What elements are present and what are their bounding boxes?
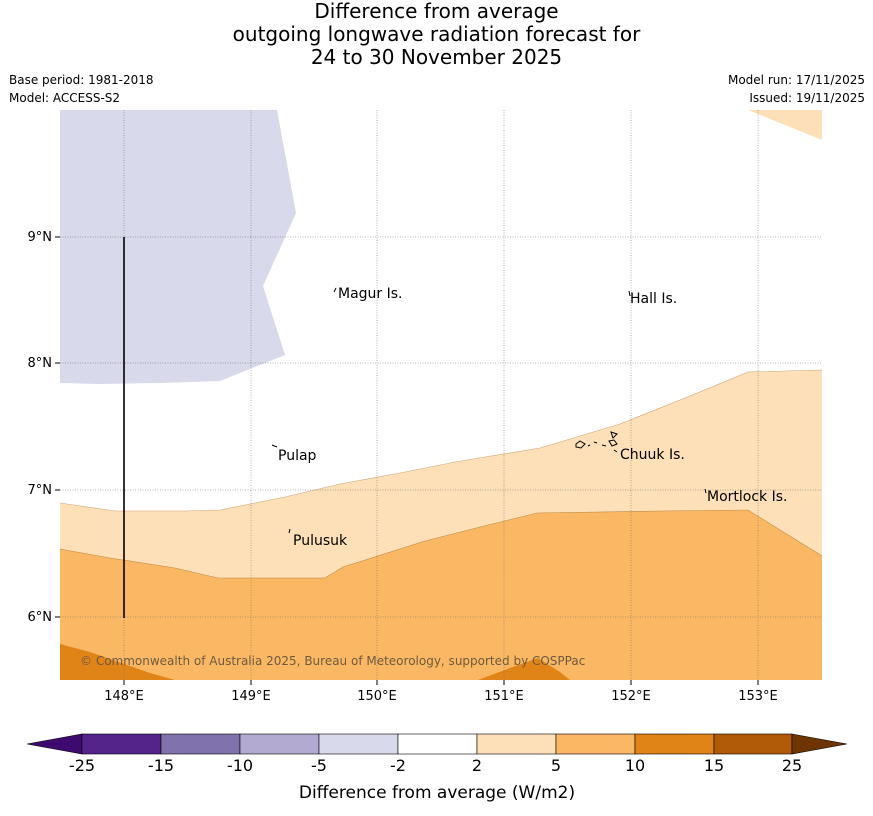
pulusuk-island-marker (288, 528, 291, 534)
lon-tick-148: 148°E (104, 689, 144, 704)
colorbar-swatch-4 (318, 733, 399, 755)
colorbar-title: Difference from average (W/m2) (299, 783, 575, 803)
colorbar-tick-9: 25 (782, 756, 802, 775)
model-text: Model: ACCESS-S2 (9, 91, 121, 105)
colorbar-tick-4: -2 (390, 756, 406, 775)
map-plot-area: Magur Is. Hall Is. Pulap Chuuk Is. Mortl… (60, 110, 822, 680)
base-period-text: Base period: 1981-2018 (9, 73, 154, 87)
colorbar-swatch-5 (397, 733, 478, 755)
colorbar-tick-7: 10 (625, 756, 645, 775)
colorbar-swatch-6 (476, 733, 557, 755)
lon-tick-153: 153°E (738, 689, 778, 704)
title-line-1: Difference from average (314, 0, 559, 23)
hall-island-marker (628, 290, 631, 297)
magur-island-marker (333, 287, 337, 293)
lat-tick-7: 7°N (28, 483, 53, 498)
model-run-text: Model run: 17/11/2025 (727, 73, 865, 87)
chuuk-islands-marker (575, 431, 618, 453)
title-line-3: 24 to 30 November 2025 (310, 45, 563, 69)
label-mortlock: Mortlock Is. (707, 489, 787, 505)
colorbar-swatch-2 (160, 733, 241, 755)
lon-tick-151: 151°E (484, 689, 524, 704)
colorbar-tick-8: 15 (704, 756, 724, 775)
colorbar-swatch-1 (81, 733, 162, 755)
contour-2 (60, 369, 822, 512)
band-2-to-5-corner (748, 110, 822, 140)
lon-tick-150: 150°E (357, 689, 397, 704)
band-negative-5-to-2 (60, 110, 296, 384)
colorbar-tick-2: -10 (227, 756, 253, 775)
colorbar-tick-6: 5 (551, 756, 561, 775)
colorbar-swatch-3 (239, 733, 320, 755)
colorbar-swatch-8 (634, 733, 715, 755)
colorbar (26, 733, 848, 755)
colorbar-swatch-9 (713, 733, 793, 755)
lat-tick-9: 9°N (28, 230, 53, 245)
pulap-island-marker (271, 444, 278, 448)
band-5-to-10 (60, 510, 822, 680)
issued-text: Issued: 19/11/2025 (749, 91, 865, 105)
copyright-text: © Commonwealth of Australia 2025, Bureau… (80, 654, 585, 668)
meta-right: Model run: 17/11/2025 Issued: 19/11/2025 (728, 71, 865, 107)
colorbar-tick-5: 2 (472, 756, 482, 775)
band-10-to-15-bottom (478, 658, 570, 680)
label-pulusuk: Pulusuk (293, 533, 348, 549)
band-10-to-15-left (60, 644, 175, 680)
label-hall: Hall Is. (630, 291, 677, 307)
label-magur: Magur Is. (338, 286, 403, 302)
map-title: Difference from average outgoing longwav… (0, 0, 873, 69)
label-pulap: Pulap (278, 448, 317, 464)
axis-ticks (55, 236, 759, 685)
lat-tick-6: 6°N (28, 610, 53, 625)
contour-5 (60, 509, 822, 579)
lon-tick-149: 149°E (231, 689, 271, 704)
colorbar-tick-1: -15 (148, 756, 174, 775)
lat-tick-8: 8°N (28, 356, 53, 371)
colorbar-tick-3: -5 (311, 756, 327, 775)
title-line-2: outgoing longwave radiation forecast for (232, 22, 641, 46)
label-chuuk: Chuuk Is. (620, 447, 685, 463)
colorbar-swatch-7 (555, 733, 636, 755)
colorbar-low-extension (26, 733, 83, 755)
colorbar-tick-0: -25 (69, 756, 95, 775)
meta-left: Base period: 1981-2018 Model: ACCESS-S2 (9, 71, 154, 107)
islands (271, 287, 707, 534)
colorbar-high-extension (791, 733, 848, 755)
lon-tick-152: 152°E (611, 689, 651, 704)
mortlock-island-marker (704, 488, 707, 494)
